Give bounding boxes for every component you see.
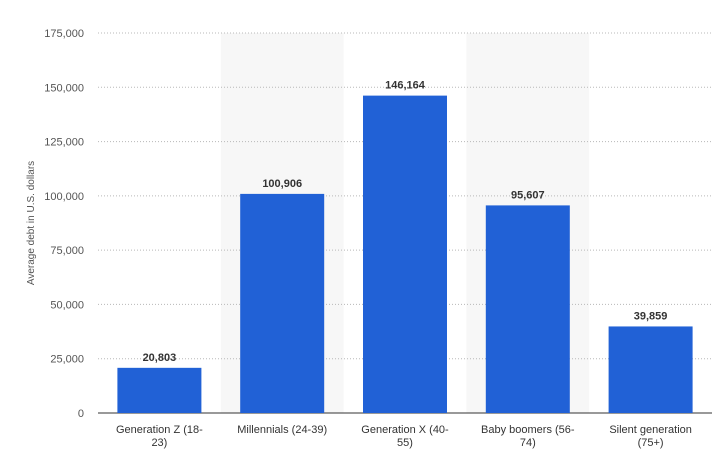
category-label: 55) [397, 437, 413, 449]
category-label: 74) [520, 437, 536, 449]
category-label: Silent generation [609, 424, 692, 436]
bar[interactable] [485, 205, 570, 413]
data-label: 95,607 [511, 189, 545, 201]
category-label: Generation X (40- [361, 424, 449, 436]
y-tick-label: 0 [78, 408, 84, 420]
y-axis-title: Average debt in U.S. dollars [26, 161, 37, 285]
bars [117, 95, 693, 414]
bar[interactable] [363, 95, 447, 414]
data-labels: 20,803 100,906 146,164 95,607 39,859 [143, 80, 668, 364]
category-label: Baby boomers (56- [481, 424, 575, 436]
category-label: 23) [151, 437, 167, 449]
data-label: 39,859 [634, 310, 668, 322]
y-tick-label: 125,000 [44, 137, 84, 149]
y-tick-label: 50,000 [50, 299, 84, 311]
y-tick-label: 150,000 [44, 82, 84, 94]
y-tick-label: 100,000 [44, 191, 84, 203]
category-label: Generation Z (18- [116, 424, 203, 436]
data-label: 146,164 [385, 80, 426, 92]
y-axis-ticks: 0 25,000 50,000 75,000 100,000 125,000 150,000… [44, 28, 84, 420]
y-tick-label: 175,000 [44, 28, 84, 40]
bar[interactable] [240, 193, 325, 413]
category-label: Millennials (24-39) [237, 424, 327, 436]
data-label: 20,803 [143, 352, 177, 364]
y-tick-label: 25,000 [50, 354, 84, 366]
category-label: (75+) [638, 437, 664, 449]
bar[interactable] [117, 367, 202, 413]
x-axis-categories: Generation Z (18-23) Millennials (24-39) G… [116, 424, 692, 449]
y-tick-label: 75,000 [50, 245, 84, 257]
data-label: 100,906 [262, 178, 302, 190]
bar[interactable] [608, 326, 693, 413]
